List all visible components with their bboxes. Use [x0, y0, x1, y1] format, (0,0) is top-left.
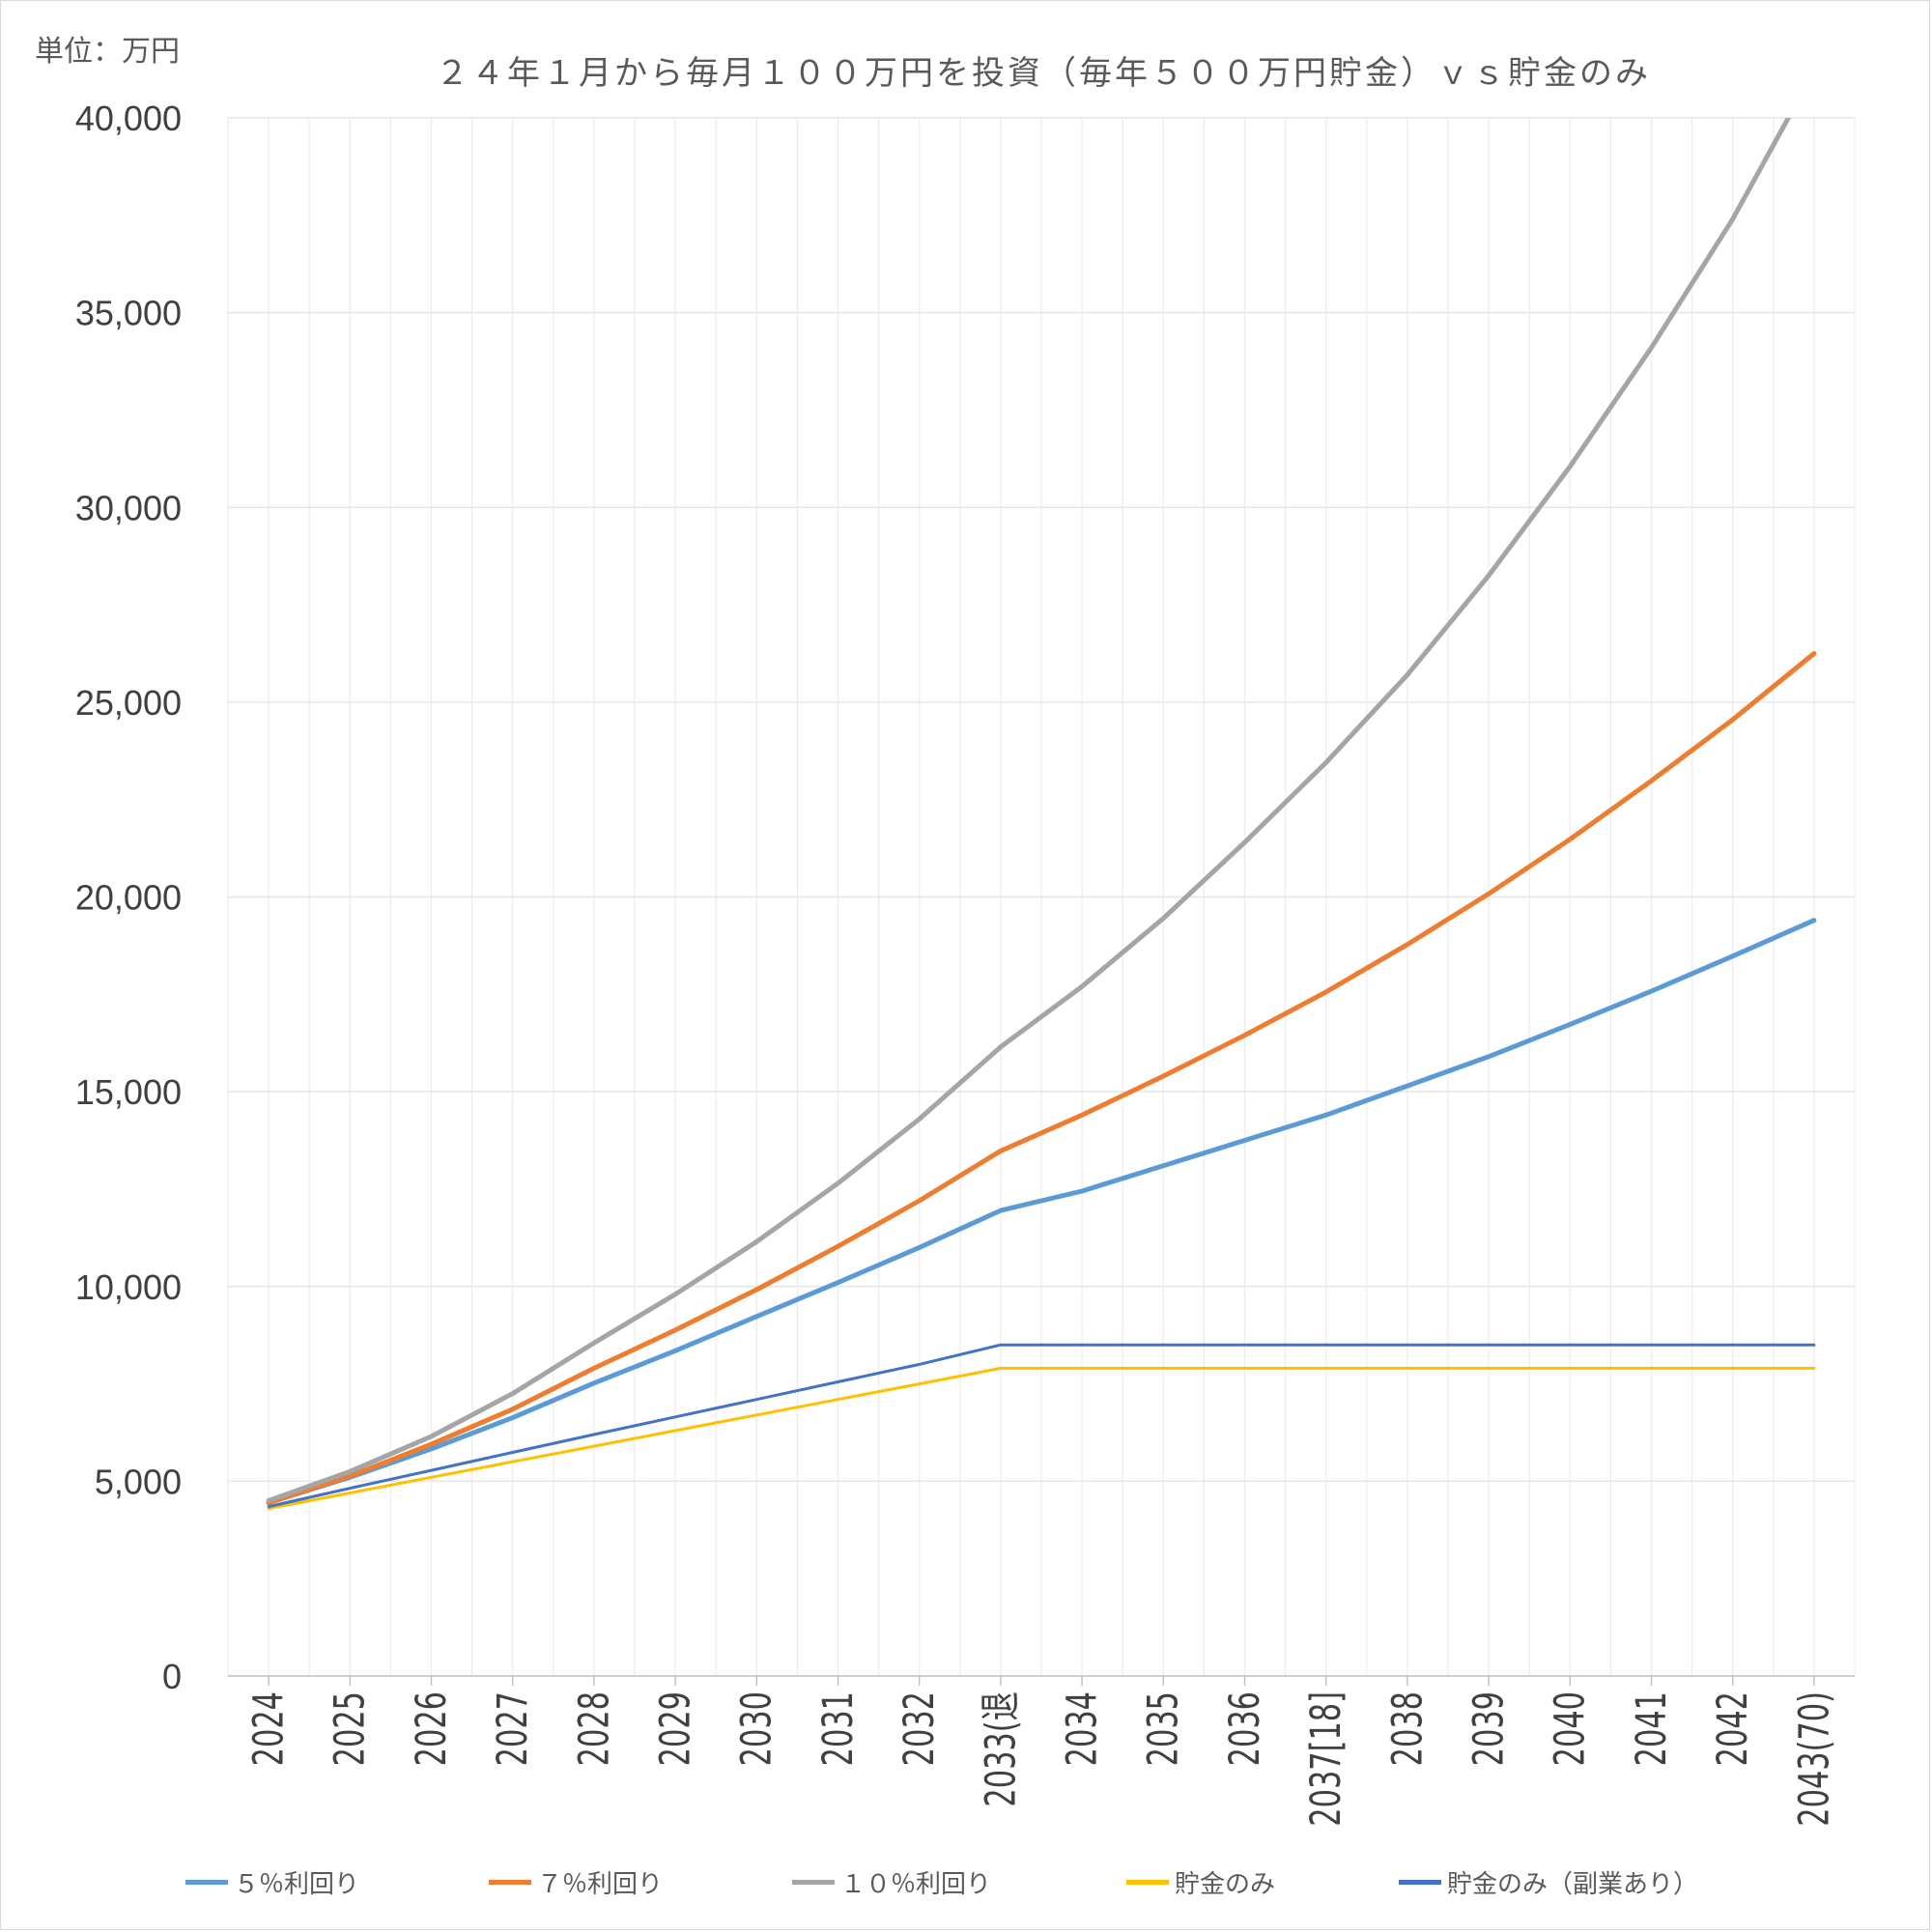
legend-label: 貯金のみ（副業あり）: [1447, 1869, 1699, 1899]
x-tick-label: 2033(退: [977, 1691, 1024, 1807]
legend-item-1: ５％利回り: [185, 1862, 359, 1901]
unit-label: 単位：万円: [35, 35, 180, 69]
y-tick-label: 30,000: [75, 488, 182, 527]
gridlines: [227, 117, 1856, 1677]
legend-item-5: 貯金のみ（副業あり）: [1399, 1862, 1698, 1901]
legend-swatch: [1399, 1879, 1441, 1885]
x-tick-label: 2028: [570, 1691, 617, 1766]
x-tick-label: 2035: [1140, 1691, 1187, 1766]
series-line-3: [266, 118, 1792, 1503]
x-tick-label: 2029: [651, 1691, 698, 1766]
x-tick-label: 2042: [1709, 1691, 1756, 1766]
legend-label: ７％利回り: [537, 1869, 664, 1899]
x-tick-label: 2038: [1383, 1691, 1431, 1766]
x-tick-label: 2039: [1464, 1691, 1512, 1766]
y-tick-label: 5,000: [95, 1462, 182, 1501]
legend-swatch: [792, 1879, 835, 1885]
x-tick-label: 2043(70): [1790, 1691, 1837, 1827]
x-tick-label: 2027: [489, 1691, 536, 1766]
series-line-4: [267, 1366, 1816, 1511]
x-tick-label: 2037[18]: [1302, 1691, 1350, 1827]
series-line-1: [266, 918, 1817, 1506]
legend-swatch: [489, 1879, 531, 1885]
legend-item-2: ７％利回り: [489, 1862, 663, 1901]
x-tick-label: 2034: [1058, 1691, 1105, 1766]
series-line-5: [267, 1343, 1816, 1509]
legend-item-3: １０％利回り: [792, 1862, 991, 1901]
x-tick-label: 2025: [327, 1691, 374, 1766]
x-tick-label: 2026: [408, 1691, 455, 1766]
legend-swatch: [1126, 1879, 1169, 1885]
series-lines: [266, 118, 1817, 1511]
y-tick-label: 35,000: [75, 294, 182, 333]
y-tick-label: 0: [162, 1657, 182, 1696]
x-tick-label: 2032: [895, 1691, 943, 1766]
x-tick-label: 2036: [1221, 1691, 1268, 1766]
x-tick-label: 2031: [814, 1691, 862, 1766]
y-tick-label: 20,000: [75, 878, 182, 918]
legend-label: ５％利回り: [234, 1869, 360, 1899]
legend: ５％利回り ７％利回り １０％利回り 貯金のみ 貯金のみ（副業あり）: [0, 1862, 1932, 1901]
series-line-2: [266, 651, 1817, 1506]
legend-swatch: [185, 1879, 228, 1885]
x-tick-label: 2030: [733, 1691, 781, 1766]
x-tick-label: 2040: [1547, 1691, 1594, 1766]
y-tick-label: 15,000: [75, 1072, 182, 1112]
legend-label: １０％利回り: [840, 1869, 992, 1899]
chart-title: ２４年１月から毎月１００万円を投資（毎年５００万円貯金）ｖｓ貯金のみ: [436, 54, 1651, 93]
y-tick-label: 25,000: [75, 683, 182, 723]
x-tick-label: 2024: [244, 1691, 292, 1766]
legend-label: 貯金のみ: [1175, 1869, 1276, 1899]
y-tick-label: 40,000: [75, 99, 182, 138]
legend-item-4: 貯金のみ: [1126, 1862, 1275, 1901]
x-tick-label: 2041: [1628, 1691, 1675, 1766]
y-tick-label: 10,000: [75, 1267, 182, 1307]
axes: 0 5,000 10,000 15,000 20,000 25,000 30,000 35,0…: [75, 99, 1838, 1827]
